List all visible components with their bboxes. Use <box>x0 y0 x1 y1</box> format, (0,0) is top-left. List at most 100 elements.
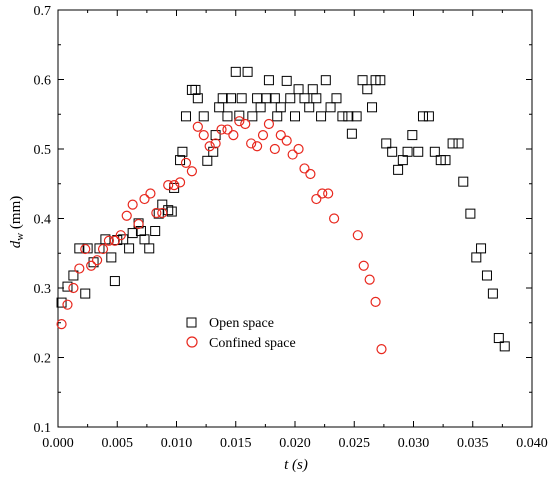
data-point-confined-space <box>352 230 363 241</box>
data-point-confined-space <box>358 260 369 271</box>
data-point-confined-space <box>305 168 316 180</box>
data-point-confined-space <box>198 130 209 141</box>
data-point-open-space <box>217 93 228 104</box>
data-point-confined-space <box>281 135 292 146</box>
data-point-open-space <box>202 155 213 166</box>
data-point-open-space <box>163 205 174 216</box>
data-point-confined-space <box>257 130 269 141</box>
legend-label-open-space: Open space <box>209 316 274 331</box>
data-point-open-space <box>453 138 464 149</box>
data-point-open-space <box>281 75 292 86</box>
data-point-open-space <box>440 155 451 166</box>
data-point-open-space <box>316 111 327 122</box>
x-tick-label: 0.035 <box>457 436 489 451</box>
data-point-open-space <box>242 66 253 77</box>
data-point-open-space <box>226 93 237 104</box>
data-point-open-space <box>56 297 67 308</box>
data-point-confined-space <box>246 138 257 149</box>
data-point-confined-space <box>210 138 221 149</box>
data-point-open-space <box>198 111 209 122</box>
data-point-open-space <box>124 243 135 254</box>
data-point-open-space <box>263 75 274 86</box>
data-point-confined-space <box>228 130 239 141</box>
data-point-open-space <box>135 226 146 237</box>
data-point-open-space <box>407 130 418 141</box>
data-point-open-space <box>127 228 138 239</box>
data-point-open-space <box>471 252 482 263</box>
data-point-confined-space <box>329 213 340 224</box>
x-tick-label: 0.000 <box>42 436 74 451</box>
data-point-confined-space <box>376 344 387 355</box>
legend: Open space Confined space <box>186 316 296 351</box>
y-tick-label: 0.3 <box>34 282 52 297</box>
data-point-confined-space <box>103 235 115 246</box>
y-axis-label-sub: w <box>14 233 26 241</box>
series-confined-space <box>56 116 387 355</box>
data-point-open-space <box>177 146 188 157</box>
data-point-confined-space <box>97 243 109 255</box>
data-point-open-space <box>175 155 186 166</box>
data-point-open-space <box>299 93 310 104</box>
x-tick-label: 0.040 <box>516 436 548 451</box>
data-point-confined-space <box>139 193 150 205</box>
data-point-confined-space <box>145 188 156 199</box>
data-point-confined-space <box>299 163 310 174</box>
y-tick-label: 0.4 <box>34 213 52 228</box>
data-point-confined-space <box>293 143 304 155</box>
data-point-confined-space <box>323 188 334 199</box>
data-point-open-space <box>255 102 266 113</box>
data-point-open-space <box>144 243 155 254</box>
data-point-confined-space <box>251 141 263 152</box>
y-axis-label-tail: (mm) <box>8 196 24 233</box>
data-point-open-space <box>481 270 492 281</box>
data-point-open-space <box>307 84 318 95</box>
data-point-open-space <box>387 146 398 157</box>
data-point-open-space <box>357 75 368 86</box>
data-point-open-space <box>337 111 348 122</box>
x-tick-label: 0.015 <box>220 436 252 451</box>
data-point-confined-space <box>222 124 233 135</box>
data-point-open-space <box>293 84 304 95</box>
y-tick-label: 0.5 <box>34 143 52 158</box>
data-point-confined-space <box>317 188 328 199</box>
data-point-open-space <box>465 208 476 219</box>
data-point-open-space <box>343 111 354 122</box>
data-point-open-space <box>402 146 413 157</box>
data-point-open-space <box>62 281 73 292</box>
data-point-confined-space <box>68 282 79 294</box>
data-point-confined-space <box>157 207 168 219</box>
data-point-open-space <box>230 66 241 77</box>
data-point-open-space <box>74 243 85 254</box>
data-point-confined-space <box>115 230 126 241</box>
y-axis-label-main: d <box>8 240 24 248</box>
data-point-confined-space <box>174 177 186 188</box>
data-point-open-space <box>393 164 404 175</box>
data-point-open-space <box>252 93 263 104</box>
data-point-confined-space <box>216 124 227 135</box>
data-point-confined-space <box>287 149 298 160</box>
data-point-open-space <box>447 138 458 149</box>
data-point-confined-space <box>92 255 103 266</box>
legend-label-confined-space: Confined space <box>209 336 296 351</box>
data-point-confined-space <box>56 319 67 330</box>
data-point-confined-space <box>275 130 286 141</box>
data-point-open-space <box>351 111 362 122</box>
data-point-confined-space <box>80 243 91 255</box>
y-axis-label: dw (mm) <box>8 196 26 249</box>
data-point-confined-space <box>86 260 97 271</box>
data-point-confined-space <box>169 180 180 191</box>
data-point-open-space <box>275 102 286 113</box>
data-point-open-space <box>169 182 180 193</box>
data-point-open-space <box>190 84 201 95</box>
data-point-open-space <box>186 84 197 95</box>
y-tick-label: 0.6 <box>34 74 52 89</box>
data-point-confined-space <box>269 143 280 155</box>
y-tick-label: 0.1 <box>34 421 52 436</box>
data-point-open-space <box>68 270 79 281</box>
data-point-open-space <box>476 243 487 254</box>
data-point-confined-space <box>74 263 85 274</box>
data-point-open-space <box>210 130 221 141</box>
data-point-open-space <box>493 333 504 344</box>
data-point-open-space <box>139 234 150 245</box>
data-point-open-space <box>487 288 498 299</box>
